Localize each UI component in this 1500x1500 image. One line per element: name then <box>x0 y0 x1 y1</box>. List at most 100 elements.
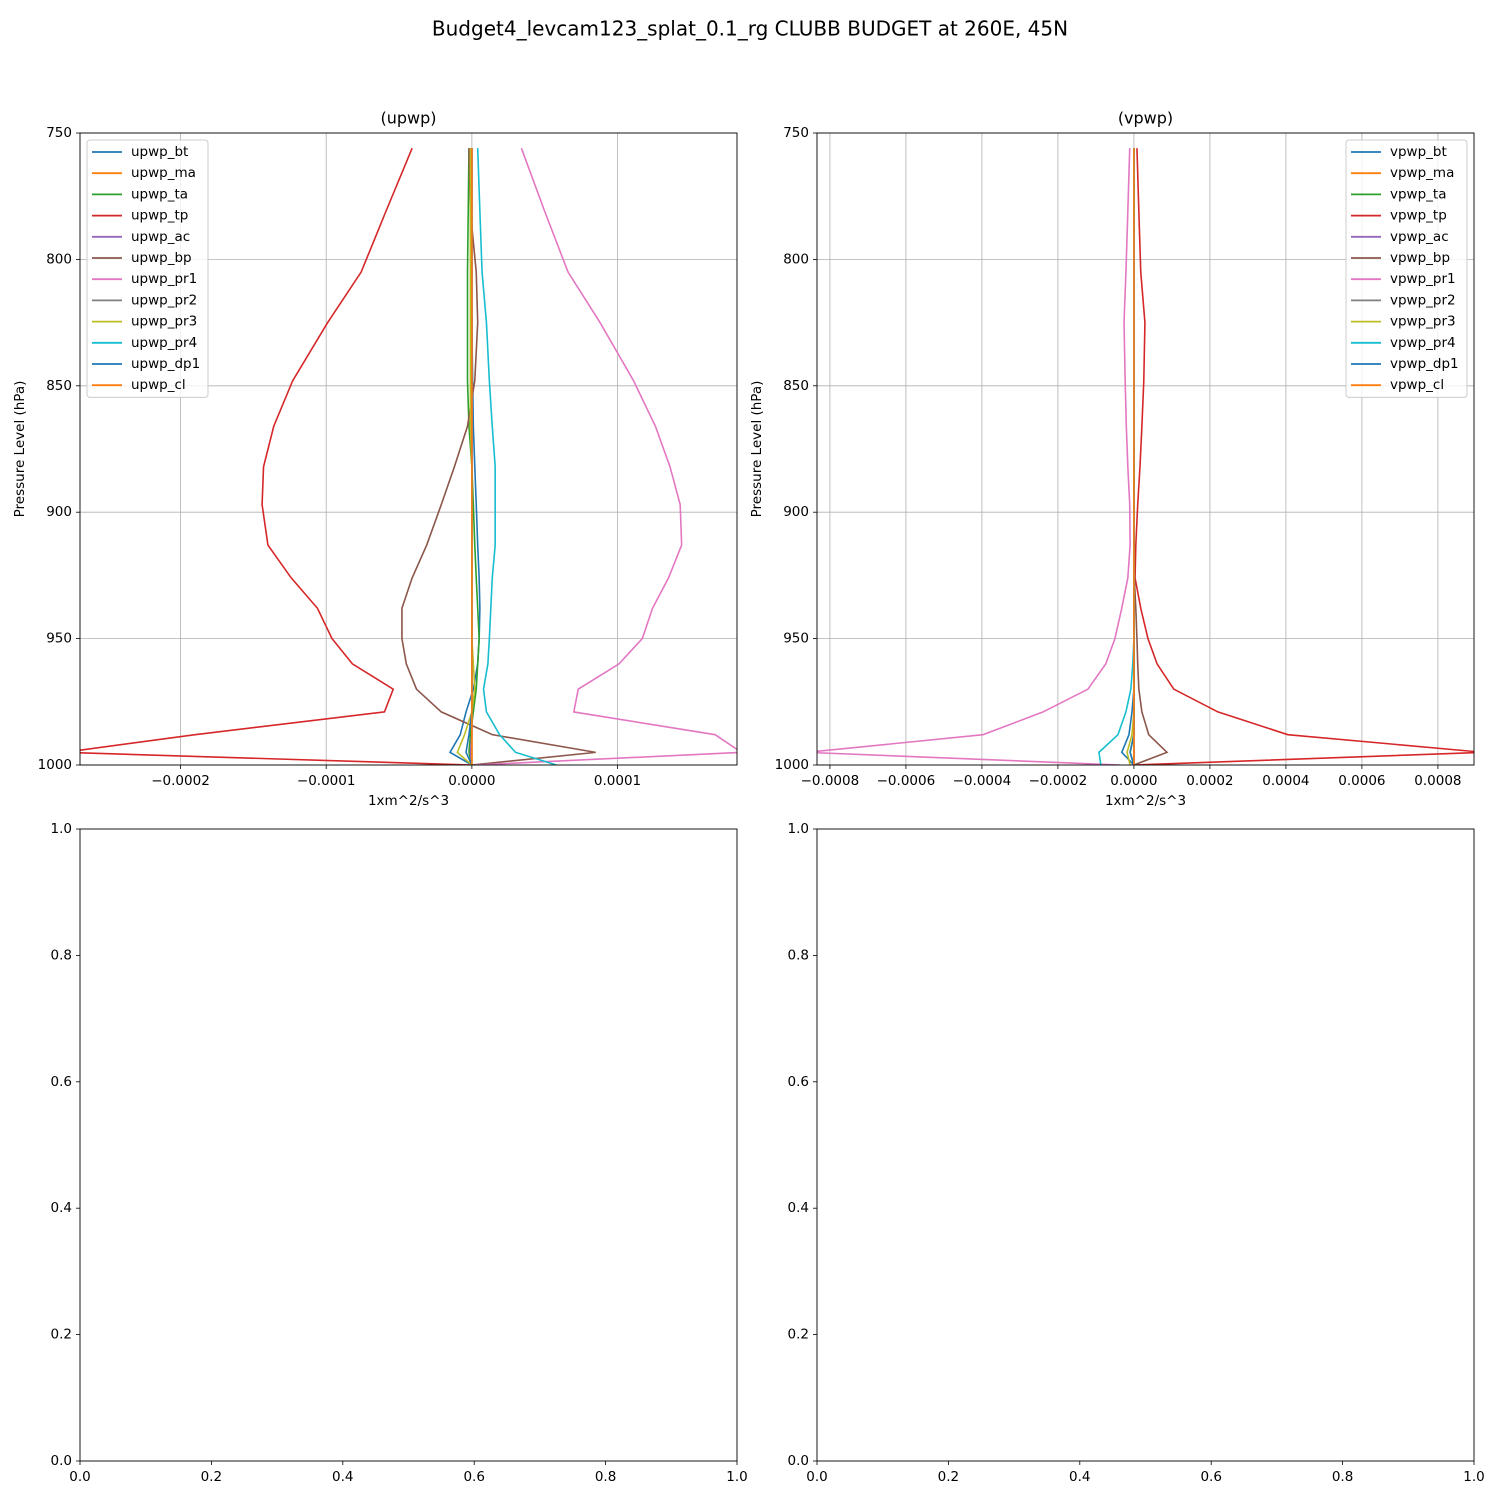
legend: upwp_bt upwp_ma upwp_ta upwp_tp upwp_ac upwp_… <box>86 139 209 398</box>
series-line <box>817 148 1131 765</box>
x-tick-label: −0.0006 <box>877 773 936 789</box>
y-tick-label: 0.0 <box>51 1453 72 1469</box>
x-tick-label: 0.0006 <box>1338 773 1385 789</box>
legend-label: vpwp_pr3 <box>1390 314 1456 330</box>
subplot-title: (vpwp) <box>1118 109 1173 128</box>
y-tick-label: 750 <box>46 125 72 141</box>
figure-title: Budget4_levcam123_splat_0.1_rg CLUBB BUD… <box>432 17 1068 41</box>
x-tick-label: 0.6 <box>1200 1469 1221 1485</box>
y-tick-label: 850 <box>46 378 72 394</box>
legend-label: upwp_bp <box>131 250 192 266</box>
x-tick-label: 0.2 <box>201 1469 222 1485</box>
y-tick-label: 0.2 <box>51 1327 72 1343</box>
legend-label: vpwp_ta <box>1390 186 1447 202</box>
y-tick-label: 900 <box>46 504 72 520</box>
axes-frame <box>816 828 1475 1462</box>
x-tick-label: 0.8 <box>1332 1469 1353 1485</box>
y-tick-label: 0.8 <box>51 947 72 963</box>
x-tick-label: 0.0002 <box>1186 773 1233 789</box>
x-tick-label: 0.4 <box>332 1469 353 1485</box>
legend-label: vpwp_cl <box>1390 377 1444 393</box>
x-tick-label: −0.0002 <box>1029 773 1088 789</box>
x-tick-label: 1.0 <box>726 1469 747 1485</box>
y-tick-label: 1000 <box>38 757 72 773</box>
legend-box <box>86 139 209 398</box>
y-tick-label: 750 <box>783 125 809 141</box>
legend-label: vpwp_pr1 <box>1390 271 1456 287</box>
y-tick-label: 950 <box>783 631 809 647</box>
legend-label: vpwp_tp <box>1390 208 1447 224</box>
x-tick-label: 0.2 <box>938 1469 959 1485</box>
axes-frame <box>79 828 738 1462</box>
x-tick-label: 0.0000 <box>1110 773 1157 789</box>
x-tick-label: 0.0000 <box>448 773 495 789</box>
subplot: −0.0008 −0.0006 −0.0004 −0.0002 0.0000 0.0002… <box>749 109 1475 809</box>
legend-label: upwp_pr1 <box>131 271 197 287</box>
axes-frame <box>79 132 738 766</box>
x-tick-label: −0.0008 <box>801 773 860 789</box>
legend-box <box>1345 139 1468 398</box>
y-tick-label: 1.0 <box>788 821 809 837</box>
legend-label: upwp_pr2 <box>131 292 197 308</box>
y-tick-label: 850 <box>783 378 809 394</box>
legend-label: upwp_ma <box>131 165 196 181</box>
y-tick-label: 0.2 <box>788 1327 809 1343</box>
x-axis-label: 1xm^2/s^3 <box>368 793 449 809</box>
y-tick-label: 900 <box>783 504 809 520</box>
x-tick-label: 1.0 <box>1463 1469 1484 1485</box>
legend-label: vpwp_ma <box>1390 165 1454 181</box>
legend-label: upwp_pr4 <box>131 335 197 351</box>
legend-label: vpwp_ac <box>1390 229 1449 245</box>
subplot: 0.0 0.2 0.4 0.6 0.8 1.0 0.0 0.2 0.4 0.6 0.8 1.0 <box>788 821 1485 1485</box>
y-tick-label: 800 <box>783 251 809 267</box>
legend-label: vpwp_dp1 <box>1390 356 1459 372</box>
y-tick-label: 950 <box>46 631 72 647</box>
legend-label: upwp_cl <box>131 377 186 393</box>
y-tick-label: 0.6 <box>788 1074 809 1090</box>
legend-label: upwp_ac <box>131 229 190 245</box>
y-tick-label: 0.6 <box>51 1074 72 1090</box>
x-tick-label: 0.4 <box>1069 1469 1090 1485</box>
x-tick-label: −0.0004 <box>953 773 1012 789</box>
series-line <box>401 148 596 765</box>
x-tick-label: 0.0 <box>69 1469 90 1485</box>
legend-label: vpwp_pr2 <box>1390 292 1456 308</box>
y-tick-label: 0.4 <box>51 1200 72 1216</box>
y-tick-label: 800 <box>46 251 72 267</box>
legend-label: upwp_tp <box>131 208 188 224</box>
x-tick-label: 0.0008 <box>1414 773 1461 789</box>
legend-label: upwp_ta <box>131 186 188 202</box>
x-axis-label: 1xm^2/s^3 <box>1105 793 1186 809</box>
y-tick-label: 0.8 <box>788 947 809 963</box>
x-tick-label: 0.0001 <box>594 773 641 789</box>
series-line <box>476 148 557 765</box>
series-line <box>466 148 480 765</box>
subplot: 0.0 0.2 0.4 0.6 0.8 1.0 0.0 0.2 0.4 0.6 0.8 1.0 <box>51 821 748 1485</box>
x-tick-label: −0.0001 <box>297 773 356 789</box>
legend-label: vpwp_bp <box>1390 250 1450 266</box>
y-tick-label: 0.0 <box>788 1453 809 1469</box>
subplot: −0.0002 −0.0001 0.0000 0.0001 750 800 850 900 95… <box>12 109 738 809</box>
legend-label: upwp_pr3 <box>131 314 197 330</box>
y-tick-label: 0.4 <box>788 1200 809 1216</box>
y-tick-label: 1000 <box>775 757 809 773</box>
y-axis-label: Pressure Level (hPa) <box>749 381 765 518</box>
x-tick-label: 0.0 <box>806 1469 827 1485</box>
x-tick-label: 0.6 <box>463 1469 484 1485</box>
legend-label: vpwp_pr4 <box>1390 335 1456 351</box>
y-tick-label: 1.0 <box>51 821 72 837</box>
legend-label: vpwp_bt <box>1390 144 1447 160</box>
legend-label: upwp_bt <box>131 144 188 160</box>
axes-frame <box>816 132 1475 766</box>
x-tick-label: 0.8 <box>595 1469 616 1485</box>
legend-label: upwp_dp1 <box>131 356 200 372</box>
y-axis-label: Pressure Level (hPa) <box>12 381 28 518</box>
x-tick-label: −0.0002 <box>151 773 210 789</box>
x-tick-label: 0.0004 <box>1262 773 1309 789</box>
subplot-title: (upwp) <box>380 109 436 128</box>
legend: vpwp_bt vpwp_ma vpwp_ta vpwp_tp vpwp_ac vpwp_… <box>1345 139 1468 398</box>
series-line <box>1133 148 1474 765</box>
series-line <box>80 147 472 765</box>
